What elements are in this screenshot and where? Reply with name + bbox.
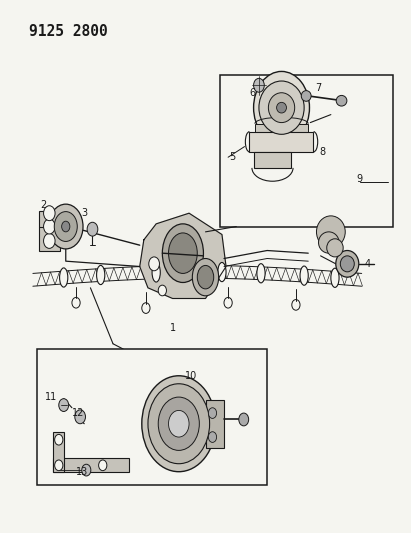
Text: 4: 4 [365, 259, 371, 269]
Ellipse shape [331, 268, 339, 287]
Ellipse shape [257, 264, 265, 283]
Ellipse shape [152, 263, 160, 282]
Bar [249, 132, 313, 152]
Ellipse shape [192, 259, 219, 296]
Text: 12: 12 [72, 408, 84, 418]
Ellipse shape [59, 399, 69, 411]
Ellipse shape [327, 239, 343, 257]
Ellipse shape [336, 251, 359, 277]
Ellipse shape [208, 408, 217, 418]
Text: 1: 1 [170, 323, 175, 333]
Ellipse shape [44, 219, 55, 234]
Ellipse shape [97, 265, 105, 285]
Ellipse shape [268, 93, 295, 123]
Text: 13: 13 [76, 467, 88, 477]
Text: 8: 8 [320, 147, 326, 157]
Ellipse shape [254, 71, 309, 144]
Bar [53, 432, 64, 472]
Polygon shape [140, 213, 226, 298]
Ellipse shape [44, 233, 55, 248]
Ellipse shape [218, 262, 226, 281]
Ellipse shape [169, 410, 189, 437]
Text: 6: 6 [250, 88, 256, 98]
Ellipse shape [254, 78, 264, 92]
Text: 5: 5 [229, 152, 236, 162]
Bar [37, 349, 267, 485]
Bar [39, 211, 60, 251]
Ellipse shape [301, 91, 311, 101]
Ellipse shape [75, 410, 85, 424]
Ellipse shape [169, 233, 197, 273]
Ellipse shape [340, 256, 354, 272]
Ellipse shape [82, 464, 91, 476]
Ellipse shape [277, 102, 286, 113]
Text: 3: 3 [81, 208, 87, 218]
Ellipse shape [148, 384, 210, 464]
Bar [220, 75, 393, 227]
Bar [254, 152, 291, 168]
Ellipse shape [55, 434, 63, 445]
Ellipse shape [44, 206, 55, 221]
Bar [53, 458, 129, 472]
Ellipse shape [197, 265, 214, 289]
Ellipse shape [158, 285, 166, 296]
Text: 11: 11 [45, 392, 58, 402]
Ellipse shape [149, 257, 159, 271]
Ellipse shape [259, 81, 304, 134]
Text: 9125 2800: 9125 2800 [29, 24, 108, 39]
Text: 9: 9 [357, 174, 363, 183]
Ellipse shape [48, 204, 83, 249]
Ellipse shape [62, 221, 70, 232]
Text: 10: 10 [185, 371, 197, 381]
Text: 7: 7 [315, 83, 322, 93]
Ellipse shape [60, 268, 68, 287]
Ellipse shape [162, 224, 203, 282]
Ellipse shape [336, 95, 347, 106]
Bar [255, 124, 308, 133]
Ellipse shape [300, 266, 308, 285]
Ellipse shape [54, 212, 77, 241]
Ellipse shape [239, 413, 249, 426]
Ellipse shape [158, 397, 199, 450]
Text: 2: 2 [40, 200, 46, 210]
Ellipse shape [208, 432, 217, 442]
Ellipse shape [316, 216, 345, 248]
Ellipse shape [99, 460, 107, 471]
Ellipse shape [142, 376, 216, 472]
Ellipse shape [55, 460, 63, 471]
Bar [206, 400, 224, 448]
Ellipse shape [87, 222, 98, 236]
Ellipse shape [319, 232, 339, 253]
